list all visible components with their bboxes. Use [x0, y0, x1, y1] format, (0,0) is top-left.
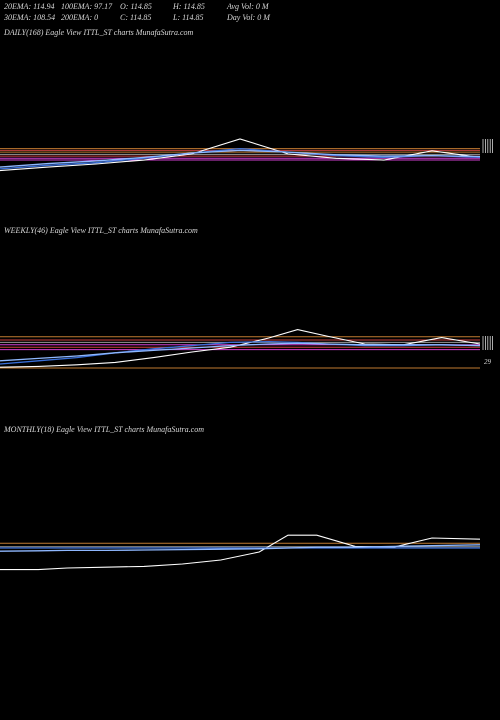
monthly-series-line [0, 534, 481, 571]
weekly-series-line [0, 329, 481, 368]
panel-title-monthly: MONTHLY(18) Eagle View ITTL_ST charts Mu… [4, 425, 204, 434]
weekly-series-line [0, 342, 481, 362]
stat-low: L: 114.85 [173, 13, 204, 22]
stat-200ema: 200EMA: 0 [61, 13, 99, 22]
daily-series-line [0, 149, 481, 168]
stat-avg-vol: Avg Vol: 0 M [227, 2, 269, 11]
panel-title-daily: DAILY(168) Eagle View ITTL_ST charts Mun… [4, 28, 194, 37]
panel-title-weekly: WEEKLY(46) Eagle View ITTL_ST charts Mun… [4, 226, 198, 235]
stat-close: C: 114.85 [120, 13, 152, 22]
stat-open: O: 114.85 [120, 2, 152, 11]
monthly-series-line [0, 544, 481, 552]
weekly-side-label: 29 [484, 358, 491, 366]
stat-30ema: 30EMA: 108.54 [4, 13, 56, 22]
monthly-chart [0, 534, 481, 571]
weekly-series-line [0, 340, 481, 365]
stat-20ema: 20EMA: 114.94 [4, 2, 55, 11]
weekly-chart [0, 329, 494, 369]
daily-series-line [0, 147, 481, 170]
stat-day-vol: Day Vol: 0 M [227, 13, 270, 22]
daily-chart [0, 138, 494, 172]
stat-high: H: 114.85 [173, 2, 205, 11]
stat-100ema: 100EMA: 97.17 [61, 2, 113, 11]
